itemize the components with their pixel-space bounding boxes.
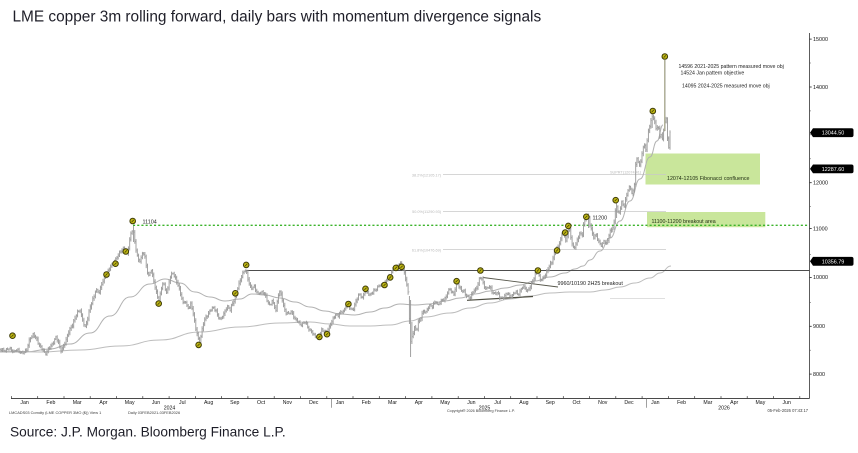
svg-text:Jan: Jan: [336, 400, 344, 406]
svg-text:Daily 03FEB2021-03FEB2026: Daily 03FEB2021-03FEB2026: [128, 410, 180, 415]
svg-text:10000: 10000: [813, 275, 828, 281]
svg-text:Jun: Jun: [467, 400, 475, 406]
svg-text:8000: 8000: [813, 372, 825, 378]
svg-text:Oct: Oct: [257, 400, 266, 406]
svg-text:10356.79: 10356.79: [822, 259, 844, 265]
svg-text:12000: 12000: [813, 181, 828, 187]
svg-text:05-Feb-2026 07:43:17: 05-Feb-2026 07:43:17: [767, 408, 808, 413]
svg-text:LMCADS03 Comdty (LME COPPER: LMCADS03 Comdty (LME COPPER 3MO ($)) Vie…: [9, 410, 101, 415]
svg-text:Dec: Dec: [309, 400, 319, 406]
svg-text:15000: 15000: [813, 37, 828, 43]
svg-text:14596 2021-2025 pattern measur: 14596 2021-2025 pattern measured move ob…: [679, 64, 784, 70]
svg-text:14524 Jan pattern objective: 14524 Jan pattern objective: [681, 71, 745, 77]
svg-text:Mar: Mar: [73, 400, 82, 406]
svg-text:Jan: Jan: [651, 400, 659, 406]
svg-text:12287.60: 12287.60: [822, 167, 844, 173]
svg-text:Nov: Nov: [598, 400, 608, 406]
svg-text:Nov: Nov: [283, 400, 293, 406]
svg-text:14095 2024-2025 measured move: 14095 2024-2025 measured move obj: [682, 84, 770, 90]
svg-text:14000: 14000: [813, 85, 828, 91]
svg-text:11100-11200 breakout area: 11100-11200 breakout area: [652, 219, 716, 225]
svg-text:Source: J.P. Morgan. Bloomberg: Source: J.P. Morgan. Bloomberg Finance L…: [10, 425, 286, 440]
svg-text:Apr: Apr: [415, 400, 423, 406]
svg-text:Aug: Aug: [204, 400, 213, 406]
svg-text:May: May: [755, 400, 765, 406]
svg-text:13044.50: 13044.50: [822, 131, 844, 137]
svg-text:Jul: Jul: [179, 400, 186, 406]
svg-text:Sep: Sep: [546, 400, 555, 406]
svg-text:38.2%(12105.17): 38.2%(12105.17): [412, 173, 442, 177]
svg-text:11200: 11200: [593, 215, 608, 221]
svg-text:Feb: Feb: [46, 400, 55, 406]
svg-text:9000: 9000: [813, 324, 825, 330]
svg-text:May: May: [440, 400, 450, 406]
svg-text:50.0%(11290.93): 50.0%(11290.93): [412, 210, 442, 214]
svg-text:11104: 11104: [143, 219, 157, 225]
svg-text:Jul: Jul: [494, 400, 501, 406]
svg-text:Mar: Mar: [703, 400, 712, 406]
svg-text:Dec: Dec: [624, 400, 634, 406]
svg-text:May: May: [125, 400, 135, 406]
svg-text:Oct: Oct: [572, 400, 581, 406]
svg-text:Jun: Jun: [783, 400, 791, 406]
svg-text:Feb: Feb: [362, 400, 371, 406]
svg-text:Feb: Feb: [677, 400, 686, 406]
svg-text:Copyright® 2026 Bloomberg Fina: Copyright® 2026 Bloomberg Finance L.P.: [447, 409, 515, 413]
svg-text:2024: 2024: [164, 406, 176, 412]
svg-text:61.8%(10476.69): 61.8%(10476.69): [412, 248, 442, 252]
svg-text:12074-12105 Fibonacci confluen: 12074-12105 Fibonacci confluence: [667, 176, 750, 182]
svg-text:Mar: Mar: [388, 400, 397, 406]
svg-text:2025: 2025: [479, 406, 491, 412]
svg-text:Jan: Jan: [20, 400, 28, 406]
svg-text:SUPRT(12074.41): SUPRT(12074.41): [610, 170, 642, 174]
svg-text:Jun: Jun: [152, 400, 160, 406]
svg-text:Apr: Apr: [730, 400, 738, 406]
svg-text:2026: 2026: [718, 406, 730, 412]
svg-text:Apr: Apr: [99, 400, 107, 406]
svg-text:LME copper 3m rolling forward,: LME copper 3m rolling forward, daily bar…: [13, 9, 542, 26]
svg-text:Aug: Aug: [519, 400, 528, 406]
svg-text:11000: 11000: [813, 226, 828, 232]
svg-text:Sep: Sep: [230, 400, 239, 406]
svg-text:9960/10190 2H25 breakout: 9960/10190 2H25 breakout: [558, 281, 624, 287]
